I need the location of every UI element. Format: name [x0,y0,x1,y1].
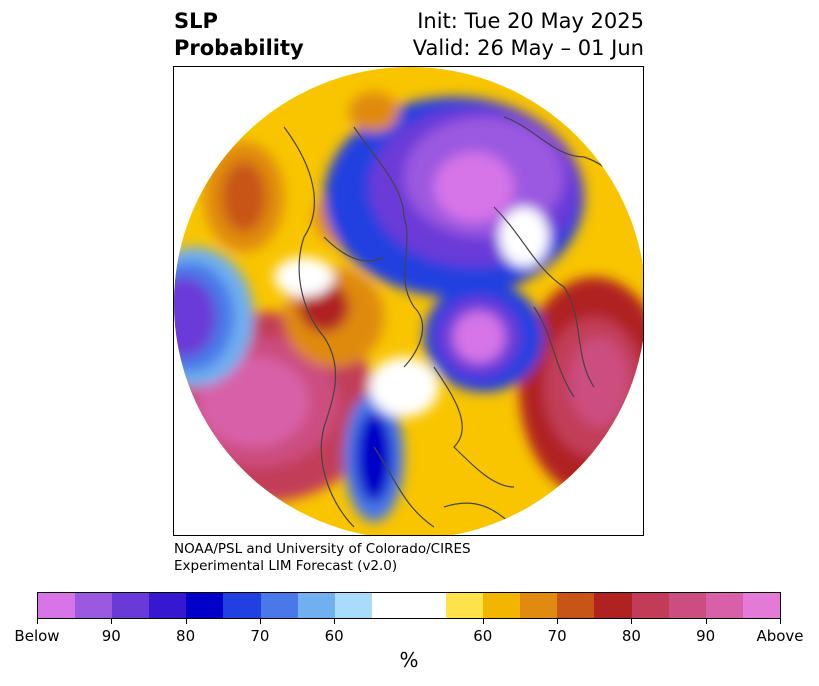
colorbar-segment [446,593,484,618]
colorbar-segment [594,593,632,618]
colorbar-segment [371,593,409,618]
colorbar-tick-label: Above [756,627,804,645]
colorbar-segment [260,593,298,618]
colorbar-segment [668,593,706,618]
credit-text: NOAA/PSL and University of Colorado/CIRE… [174,541,471,575]
colorbar-tick-label: 80 [621,627,641,645]
colorbar-segment [742,593,780,618]
colorbar-segment [75,593,113,618]
title-variable: SLP [174,9,218,33]
colorbar-tick-label: 60 [324,627,344,645]
colorbar-tick-label: 70 [250,627,270,645]
colorbar-segment [149,593,187,618]
credit-line-1: NOAA/PSL and University of Colorado/CIRE… [174,541,471,557]
colorbar-tick-mark [37,619,38,624]
colorbar-tick-label: Below [14,627,60,645]
colorbar-tick-mark [111,619,113,624]
colorbar-segment [408,593,447,618]
forecast-dates: Init: Tue 20 May 2025 Valid: 26 May – 01… [413,8,644,62]
probability-map [174,67,643,535]
colorbar-tick-mark [334,619,336,624]
colorbar-segment [297,593,335,618]
valid-range: Valid: 26 May – 01 Jun [412,36,644,60]
probability-field [174,67,643,535]
colorbar-segment [112,593,150,618]
colorbar-segment [334,593,372,618]
colorbar-segment [38,593,76,618]
init-date: Init: Tue 20 May 2025 [417,9,644,33]
map-panel [173,66,644,536]
colorbar-tick-label: 90 [696,627,716,645]
colorbar-tick-label: 80 [176,627,196,645]
colorbar-segment [186,593,224,618]
colorbar-tick-mark [631,619,633,624]
colorbar-segment [520,593,558,618]
title-quantity: Probability [174,36,304,60]
colorbar-tick-label: 70 [547,627,567,645]
colorbar-tick-mark [185,619,187,624]
colorbar-segment [223,593,261,618]
colorbar-tick-label: 60 [473,627,493,645]
map-title: SLP Probability [174,8,304,62]
colorbar-tick-mark [482,619,484,624]
colorbar-unit: % [399,648,419,672]
colorbar-tick-mark [259,619,261,624]
colorbar-segment [705,593,743,618]
colorbar-segment [557,593,595,618]
colorbar-tick-mark [557,619,559,624]
credit-line-2: Experimental LIM Forecast (v2.0) [174,558,398,574]
colorbar [37,592,781,619]
colorbar-tick-mark [705,619,707,624]
colorbar-tick-label: 90 [101,627,121,645]
colorbar-segment [631,593,669,618]
colorbar-segment [483,593,521,618]
colorbar-tick-mark [780,619,781,624]
